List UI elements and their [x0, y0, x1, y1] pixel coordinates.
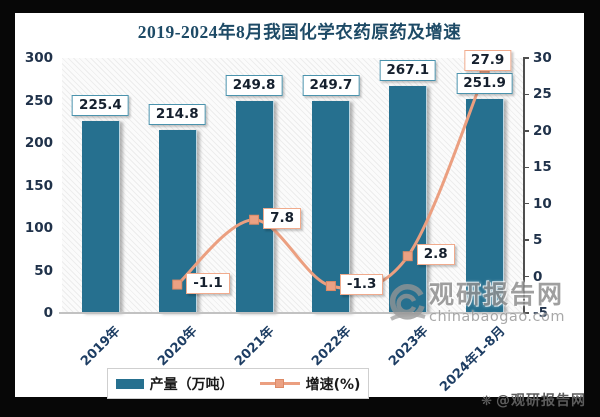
right-axis-line: [523, 58, 525, 313]
y-axis-right-tick: 25: [533, 86, 552, 103]
legend-bar-label: 产量（万吨）: [149, 376, 234, 393]
y-axis-right-tick: 30: [533, 50, 552, 66]
legend-item-growth: 增速(%): [259, 374, 361, 394]
flower-icon: ❋: [481, 394, 493, 409]
bar-value-label: 214.8: [148, 104, 206, 126]
right-axis-tick-mark: [523, 312, 529, 314]
right-axis-tick-mark: [523, 130, 529, 132]
watermark-brand: 观研报告网: [429, 280, 565, 309]
right-axis-tick-mark: [523, 202, 529, 205]
y-axis-right-tick: 10: [533, 195, 552, 212]
bar: [466, 98, 505, 313]
y-axis-left-tick: 100: [24, 220, 53, 236]
credit-badge: ❋ @观研报告网: [481, 390, 586, 410]
chart-title: 2019-2024年8月我国化学农药原药及增速: [137, 22, 462, 42]
growth-value-label: 2.8: [416, 244, 455, 266]
y-axis-right-tick: -5: [533, 305, 548, 321]
right-axis-tick-mark: [523, 57, 529, 59]
bar-value-label: 249.8: [225, 74, 283, 96]
bar-value-label: 249.7: [302, 74, 360, 96]
y-axis-left-tick: 0: [43, 305, 53, 321]
y-axis-left-tick: 50: [34, 262, 53, 279]
y-axis-left-tick: 200: [24, 135, 53, 151]
bar-value-label: 251.9: [456, 72, 513, 94]
legend-bar-swatch: [115, 378, 144, 389]
y-axis-right-tick: 20: [533, 122, 552, 139]
right-axis-tick-mark: [523, 166, 529, 169]
legend: 产量（万吨） 增速(%): [107, 368, 369, 399]
growth-marker: [325, 281, 336, 292]
y-axis-right-tick: 15: [533, 159, 552, 176]
y-axis-left-tick: 150: [24, 177, 53, 194]
bar-value-label: 267.1: [379, 59, 437, 81]
bar-value-label: 225.4: [72, 95, 129, 117]
legend-line-swatch: [259, 379, 300, 388]
credit-text: @观研报告网: [496, 393, 586, 409]
chart-card: 2019-2024年8月我国化学农药原药及增速 观研报告网 chinabaoga…: [15, 13, 584, 399]
bar: [389, 86, 428, 313]
watermark-logo-icon: [389, 284, 426, 321]
y-axis-right-tick: 0: [533, 268, 543, 285]
growth-marker: [249, 214, 260, 225]
growth-value-label: 7.8: [263, 207, 301, 229]
x-axis-line: [59, 312, 525, 314]
x-axis-label: 2024年1-8月: [436, 323, 509, 396]
legend-line-label: 增速(%): [305, 376, 361, 393]
right-axis-tick-mark: [523, 239, 529, 241]
growth-marker: [172, 279, 183, 290]
watermark: 观研报告网 chinabaogao.com: [387, 281, 565, 326]
y-axis-left-tick: 250: [24, 92, 53, 109]
y-axis-left-tick: 300: [24, 50, 53, 66]
right-axis-tick-mark: [523, 93, 529, 96]
bar: [235, 100, 274, 313]
bar: [81, 121, 120, 313]
growth-marker: [402, 251, 413, 262]
growth-value-label: -1.1: [186, 272, 230, 294]
legend-item-production: 产量（万吨）: [115, 374, 234, 394]
growth-value-label: 27.9: [463, 49, 512, 71]
watermark-domain: chinabaogao.com: [429, 309, 566, 325]
right-axis-tick-mark: [523, 275, 529, 278]
y-axis-right-tick: 5: [533, 232, 543, 249]
growth-value-label: -1.3: [339, 274, 384, 296]
growth-line: [172, 68, 490, 292]
